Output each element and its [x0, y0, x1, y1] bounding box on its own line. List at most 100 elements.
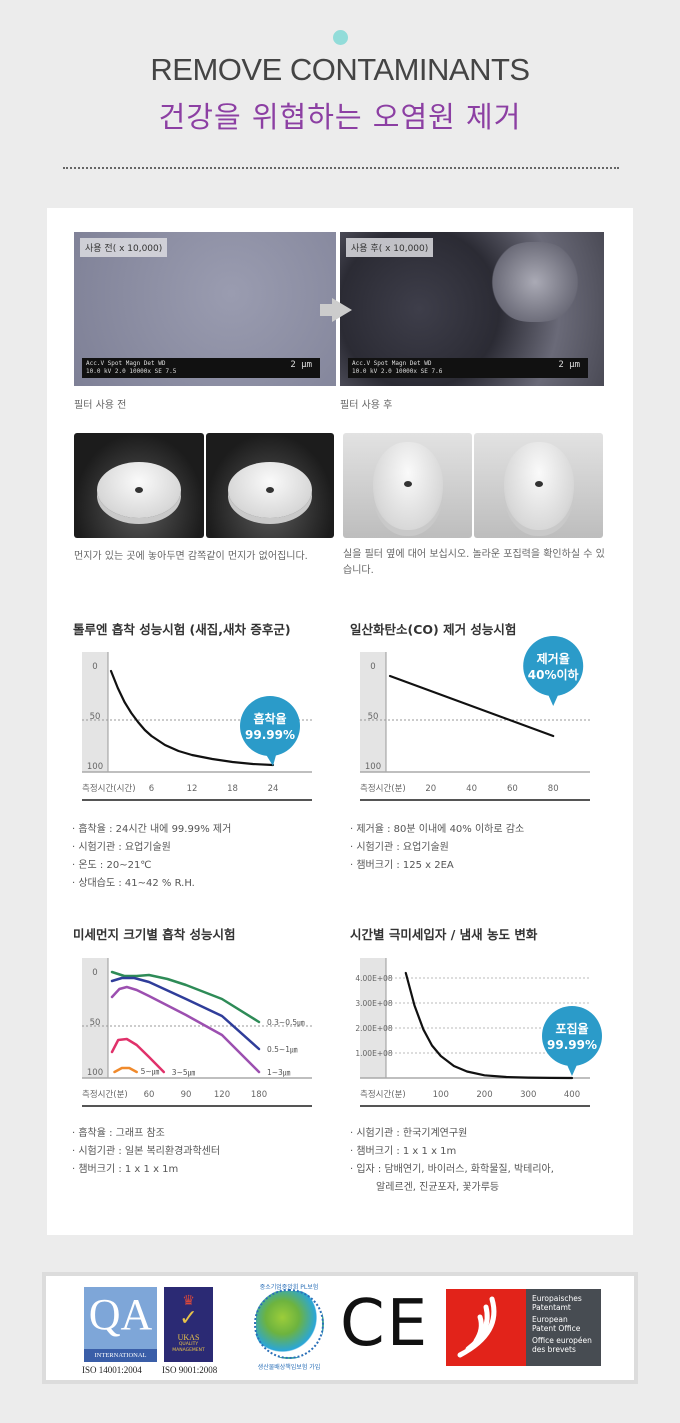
epo-text: Europaisches Patentamt European Patent O… [526, 1289, 601, 1366]
epo-line: Patentamt [532, 1303, 571, 1312]
sem-caption-after: 필터 사용 후 [340, 400, 393, 411]
series-line [109, 669, 275, 767]
toluene-chart: 측정시간(시간) 6 12 18 24 0 50 100 흡착율 99.99% [82, 652, 312, 801]
note-item: · 챔버크기 : 1 x 1 x 1m [350, 1146, 457, 1157]
y-tick-label: 0 [370, 662, 375, 672]
bubble-label: 포집율 [555, 1021, 588, 1036]
crown-icon: ♛ [182, 1293, 195, 1309]
x-tick-label: 90 [181, 1090, 192, 1100]
y-tick-label: 50 [368, 712, 379, 722]
epo-line: Patent Office [532, 1324, 581, 1333]
ukas-name: UKAS [177, 1333, 200, 1342]
bubble-label: 제거율 [537, 651, 570, 666]
bubble [523, 636, 584, 696]
x-tick-label: 120 [214, 1090, 230, 1100]
ukas-sub: QUALITY MANAGEMENT [172, 1342, 205, 1353]
filter-photo [343, 433, 472, 538]
x-tick-label: 60 [144, 1090, 155, 1100]
x-axis-label: 측정시간(분) [82, 1089, 128, 1100]
series-line [110, 985, 261, 1074]
iso-caption: ISO 14001:2004 [82, 1365, 142, 1375]
y-tick-label: 3.00E+08 [355, 999, 392, 1008]
arrow-right-icon [332, 298, 352, 322]
x-tick-label: 24 [268, 784, 279, 794]
x-tick-label: 300 [520, 1090, 536, 1100]
y-axis-band [360, 652, 386, 772]
ukas-logo: ♛ ✓ UKAS QUALITY MANAGEMENT [164, 1287, 213, 1362]
note-item: · 흡착율 : 24시간 내에 99.99% 제거 [72, 824, 232, 835]
x-axis-label: 측정시간(분) [360, 1089, 406, 1100]
sem-info: 10.0 kV 2.0 10000x SE 7.5 [86, 368, 177, 375]
note-item: · 시험기관 : 일본 복리환경과학센터 [72, 1146, 221, 1157]
bubble-value: 40%이하 [528, 667, 579, 682]
iso-caption: ISO 9001:2008 [162, 1365, 218, 1375]
note-item: · 상대습도 : 41~42 % R.H. [72, 878, 195, 889]
x-tick-label: 200 [476, 1090, 492, 1100]
series-label: 1~3㎛ [267, 1068, 291, 1078]
series-line [404, 971, 574, 1080]
sem-info: 10.0 kV 2.0 10000x SE 7.6 [352, 368, 443, 375]
pl-insurance-text: 중소기업중앙회 PL보험 [259, 1284, 319, 1291]
pl-insurance-logo [254, 1289, 324, 1359]
note-item: · 시험기관 : 요업기술원 [72, 842, 171, 853]
note-item: · 시험기관 : 요업기술원 [350, 842, 449, 853]
y-axis-band [82, 652, 108, 772]
series-line [110, 970, 261, 1024]
epo-waves-icon [457, 1296, 497, 1358]
sem-caption-before: 필터 사용 전 [74, 400, 127, 411]
chart-title: 일산화탄소(CO) 제거 성능시험 [350, 622, 517, 637]
y-tick-label: 4.00E+08 [355, 974, 392, 983]
photo-caption-left: 먼지가 있는 곳에 놓아두면 감쪽같이 먼지가 없어집니다. [74, 551, 308, 562]
epo-line: des brevets [532, 1345, 576, 1354]
y-tick-label: 50 [90, 1018, 101, 1028]
epo-line: European [532, 1315, 568, 1324]
x-tick-label: 20 [425, 784, 436, 794]
x-axis-label: 측정시간(분) [360, 783, 406, 794]
epo-line: Europaisches [532, 1294, 582, 1303]
page-title: REMOVE CONTAMINANTS [150, 52, 530, 87]
x-tick-label: 60 [507, 784, 518, 794]
series-label: 0.5~1㎛ [267, 1045, 298, 1055]
check-icon: ✓ [179, 1306, 198, 1331]
x-tick-label: 100 [433, 1090, 449, 1100]
sem-tag: 사용 후( x 10,000) [346, 238, 434, 257]
y-tick-label: 100 [87, 1068, 103, 1078]
series-label: 5~㎛ [141, 1067, 160, 1077]
note-item: · 입자 : 담배연기, 바이러스, 화학물질, 박테리아, [350, 1164, 554, 1175]
y-tick-label: 1.00E+08 [355, 1049, 392, 1058]
series-line [110, 976, 261, 1051]
epo-line: Office européen [532, 1336, 592, 1345]
qa-strip: INTERNATIONAL [84, 1349, 157, 1362]
sem-tag: 사용 전( x 10,000) [80, 238, 168, 257]
note-item: · 제거율 : 80분 이내에 40% 이하로 감소 [350, 824, 525, 835]
sem-info: Acc.V Spot Magn Det WD [352, 360, 432, 367]
chart-notes: · 흡착율 : 그래프 참조 · 시험기관 : 일본 복리환경과학센터 · 챔버크기… [72, 1125, 220, 1179]
y-tick-label: 100 [365, 762, 381, 772]
series-line [113, 1066, 138, 1074]
teal-dot-icon [333, 30, 348, 45]
sem-scale: 2 μm [290, 360, 312, 370]
epo-logo [446, 1289, 526, 1366]
x-tick-label: 180 [251, 1090, 267, 1100]
bubble-value: 99.99% [245, 728, 295, 742]
qa-mark: QA [88, 1290, 153, 1339]
x-tick-label: 6 [149, 784, 154, 794]
y-tick-label: 50 [90, 712, 101, 722]
y-tick-label: 100 [87, 762, 103, 772]
chart-notes: · 흡착율 : 24시간 내에 99.99% 제거 · 시험기관 : 요업기술원 ·… [72, 821, 231, 893]
sem-info-bar: Acc.V Spot Magn Det WD 10.0 kV 2.0 10000… [348, 358, 588, 378]
filter-photo [474, 433, 603, 538]
x-tick-label: 18 [227, 784, 238, 794]
x-axis-label: 측정시간(시간) [82, 783, 136, 794]
series-label: 3~5㎛ [172, 1068, 196, 1078]
ce-mark: CE [340, 1287, 430, 1361]
bubble [240, 696, 300, 756]
note-item: · 챔버크기 : 125 x 2EA [350, 860, 454, 871]
sem-scale: 2 μm [558, 360, 580, 370]
sem-image-before: 사용 전( x 10,000) Acc.V Spot Magn Det WD 1… [74, 232, 336, 386]
chart-title: 톨루엔 흡착 성능시험 (새집,새차 증후군) [73, 622, 291, 637]
filter-photo [206, 433, 334, 538]
x-tick-label: 40 [466, 784, 477, 794]
chart-title: 시간별 극미세입자 / 냄새 농도 변화 [350, 927, 538, 942]
